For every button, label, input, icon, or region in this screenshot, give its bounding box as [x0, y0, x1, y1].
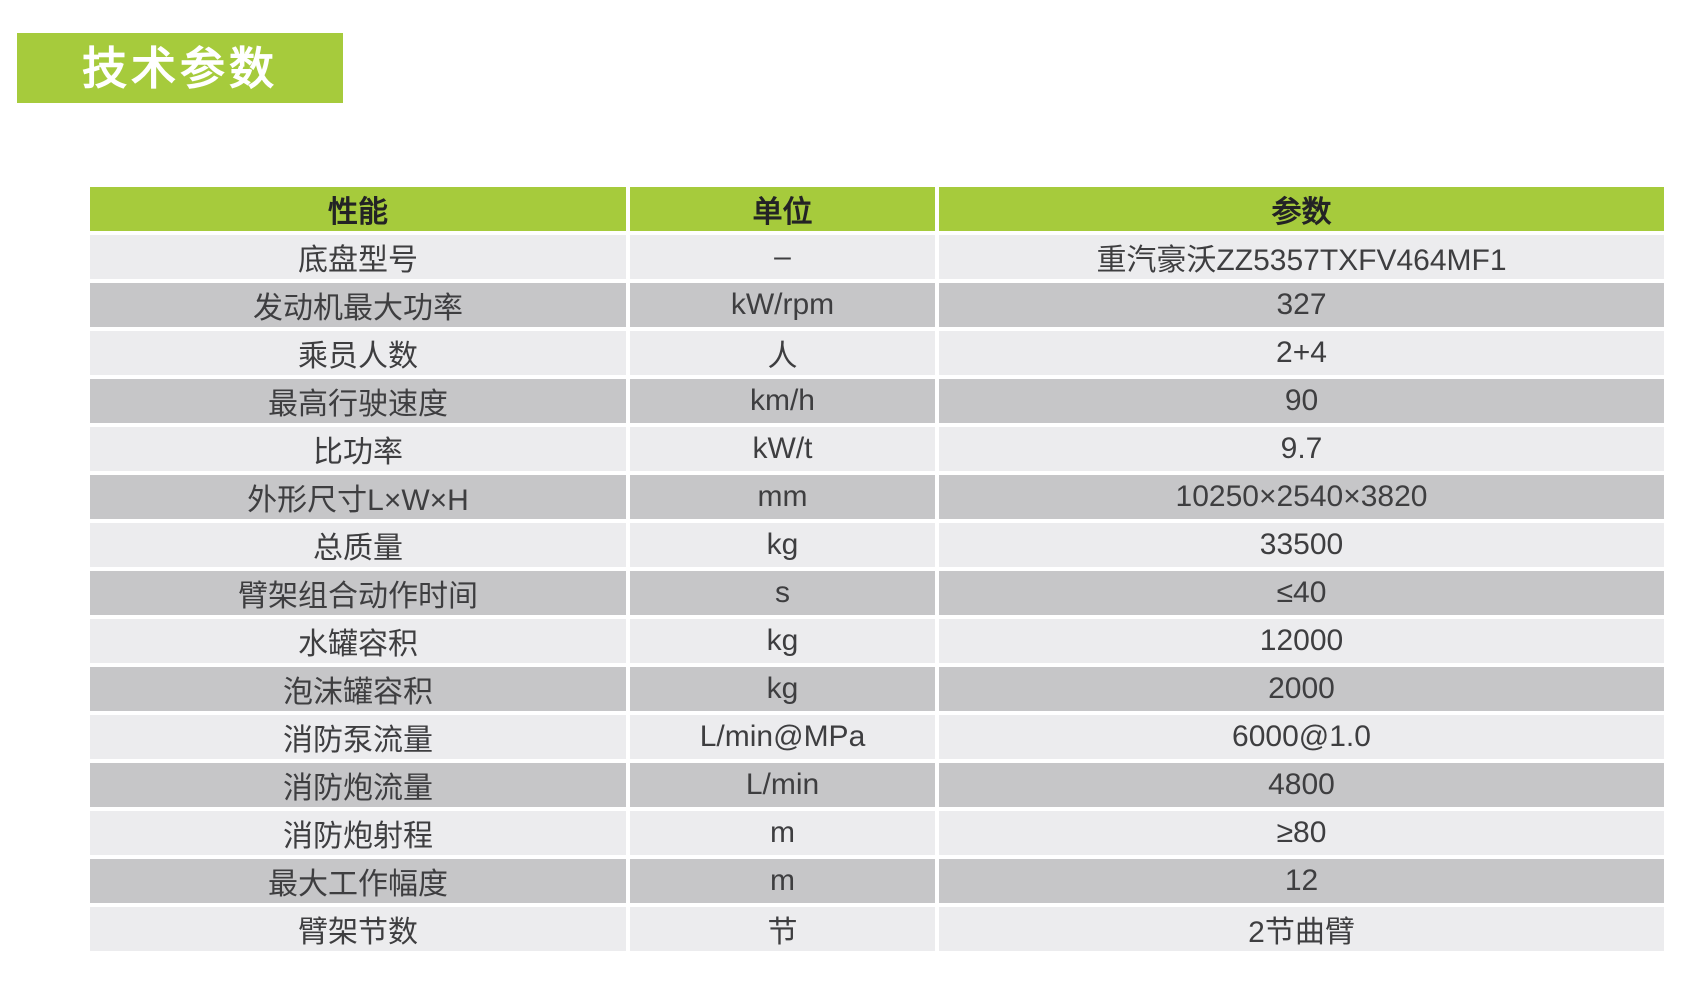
table-row: 臂架组合动作时间 s ≤40 — [90, 571, 1664, 615]
spec-unit: 节 — [630, 907, 935, 951]
table-row: 最大工作幅度 m 12 — [90, 859, 1664, 903]
spec-name: 臂架节数 — [90, 907, 626, 951]
spec-name: 底盘型号 — [90, 235, 626, 279]
spec-name: 发动机最大功率 — [90, 283, 626, 327]
spec-name: 消防炮射程 — [90, 811, 626, 855]
spec-unit: kg — [630, 619, 935, 663]
spec-name: 最高行驶速度 — [90, 379, 626, 423]
table-row: 乘员人数 人 2+4 — [90, 331, 1664, 375]
spec-unit: s — [630, 571, 935, 615]
spec-value: 2+4 — [939, 331, 1664, 375]
table-row: 比功率 kW/t 9.7 — [90, 427, 1664, 471]
table-row: 水罐容积 kg 12000 — [90, 619, 1664, 663]
spec-unit: kW/rpm — [630, 283, 935, 327]
spec-name: 乘员人数 — [90, 331, 626, 375]
spec-unit: kg — [630, 667, 935, 711]
spec-unit: kg — [630, 523, 935, 567]
table-row: 最高行驶速度 km/h 90 — [90, 379, 1664, 423]
table-row: 消防炮射程 m ≥80 — [90, 811, 1664, 855]
spec-unit: – — [630, 235, 935, 279]
spec-value: 33500 — [939, 523, 1664, 567]
table-row: 底盘型号 – 重汽豪沃ZZ5357TXFV464MF1 — [90, 235, 1664, 279]
spec-name: 消防泵流量 — [90, 715, 626, 759]
spec-unit: L/min — [630, 763, 935, 807]
spec-value: 4800 — [939, 763, 1664, 807]
spec-value: ≥80 — [939, 811, 1664, 855]
table-row: 发动机最大功率 kW/rpm 327 — [90, 283, 1664, 327]
spec-value: 6000@1.0 — [939, 715, 1664, 759]
spec-value: 327 — [939, 283, 1664, 327]
section-title: 技术参数 — [81, 42, 278, 94]
column-header-unit: 单位 — [630, 187, 935, 231]
section-title-banner: 技术参数 — [17, 33, 343, 103]
spec-value: 12 — [939, 859, 1664, 903]
spec-value: 9.7 — [939, 427, 1664, 471]
table-row: 外形尺寸L×W×H mm 10250×2540×3820 — [90, 475, 1664, 519]
spec-name: 总质量 — [90, 523, 626, 567]
spec-name: 消防炮流量 — [90, 763, 626, 807]
spec-value: 12000 — [939, 619, 1664, 663]
spec-name: 外形尺寸L×W×H — [90, 475, 626, 519]
table-row: 臂架节数 节 2节曲臂 — [90, 907, 1664, 951]
spec-unit: kW/t — [630, 427, 935, 471]
spec-unit: 人 — [630, 331, 935, 375]
column-header-parameter: 参数 — [939, 187, 1664, 231]
spec-table: 性能 单位 参数 底盘型号 – 重汽豪沃ZZ5357TXFV464MF1 发动机… — [86, 183, 1668, 955]
table-row: 总质量 kg 33500 — [90, 523, 1664, 567]
table-row: 消防泵流量 L/min@MPa 6000@1.0 — [90, 715, 1664, 759]
spec-unit: km/h — [630, 379, 935, 423]
spec-value: 90 — [939, 379, 1664, 423]
spec-name: 最大工作幅度 — [90, 859, 626, 903]
spec-value: 重汽豪沃ZZ5357TXFV464MF1 — [939, 235, 1664, 279]
spec-name: 泡沫罐容积 — [90, 667, 626, 711]
spec-value: ≤40 — [939, 571, 1664, 615]
spec-unit: mm — [630, 475, 935, 519]
table-row: 泡沫罐容积 kg 2000 — [90, 667, 1664, 711]
spec-value: 10250×2540×3820 — [939, 475, 1664, 519]
spec-value: 2节曲臂 — [939, 907, 1664, 951]
spec-name: 比功率 — [90, 427, 626, 471]
spec-unit: m — [630, 859, 935, 903]
table-header-row: 性能 单位 参数 — [90, 187, 1664, 231]
spec-unit: L/min@MPa — [630, 715, 935, 759]
spec-unit: m — [630, 811, 935, 855]
table-row: 消防炮流量 L/min 4800 — [90, 763, 1664, 807]
column-header-performance: 性能 — [90, 187, 626, 231]
spec-name: 臂架组合动作时间 — [90, 571, 626, 615]
spec-name: 水罐容积 — [90, 619, 626, 663]
spec-value: 2000 — [939, 667, 1664, 711]
